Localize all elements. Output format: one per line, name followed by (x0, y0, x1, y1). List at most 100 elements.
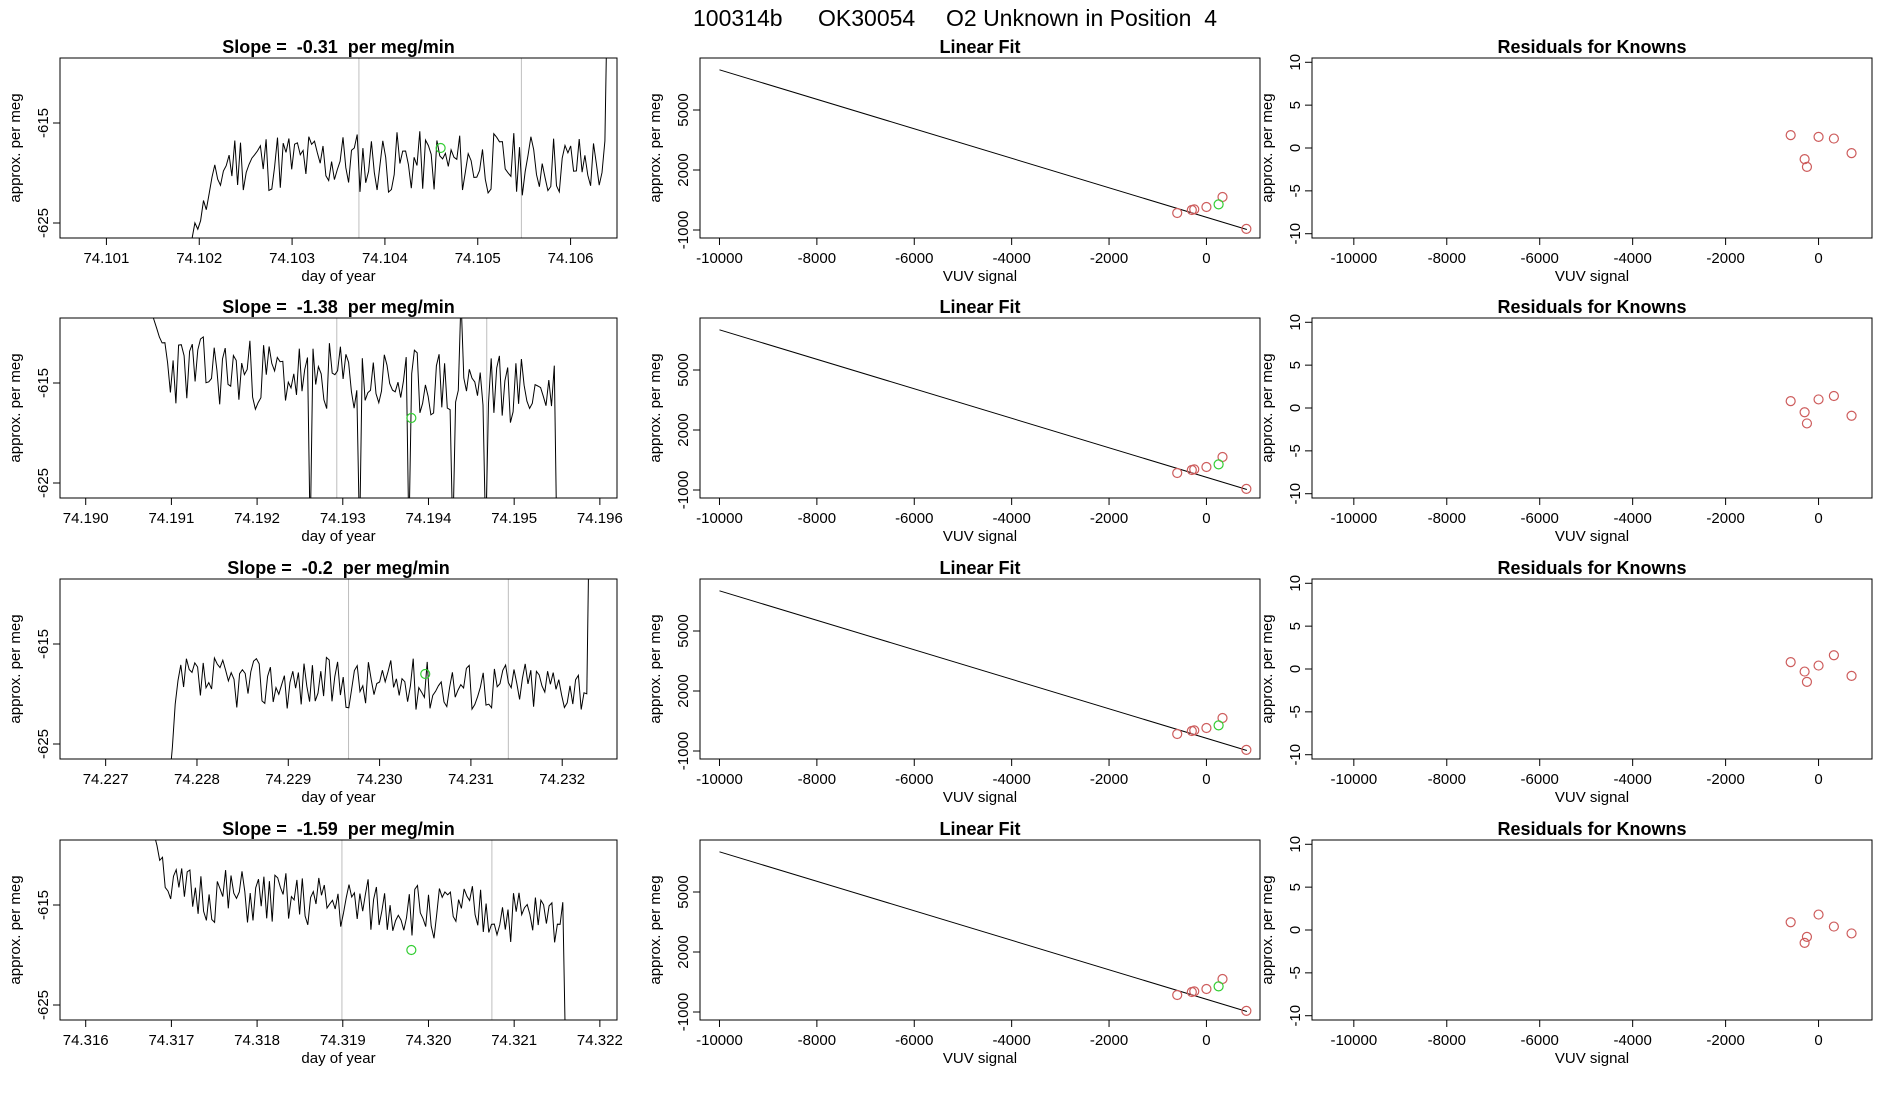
y-tick-label: 5 (1287, 883, 1304, 891)
y-axis-label: approx. per meg (647, 614, 664, 723)
data-trace (191, 58, 607, 238)
x-axis-label: day of year (301, 528, 375, 545)
x-tick-label: 0 (1202, 771, 1210, 788)
data-trace (155, 840, 566, 1020)
y-tick-label: 2000 (675, 153, 692, 186)
y-tick-label: -615 (35, 368, 52, 398)
x-tick-label: 74.101 (83, 250, 129, 267)
known-point (1801, 418, 1813, 429)
chart-panel-res-4: -10000 -8000 -6000 -4000 -2000 0 -10 -5 0 5 10 Resi… (1259, 819, 1873, 1067)
y-tick-label: 0 (1287, 404, 1304, 412)
known-point (1201, 461, 1212, 473)
known-point (1189, 464, 1200, 475)
x-axis-label: VUV signal (1555, 1050, 1629, 1067)
known-point (1813, 394, 1824, 405)
known-point (1189, 725, 1200, 736)
x-tick-label: 74.317 (148, 1032, 194, 1049)
plot-area (155, 840, 566, 1020)
x-tick-label: 74.319 (320, 1032, 366, 1049)
x-tick-label: -10000 (696, 771, 743, 788)
x-tick-label: -6000 (895, 510, 933, 527)
y-axis-label: approx. per meg (7, 93, 24, 202)
x-tick-label: -10000 (696, 1032, 743, 1049)
y-tick-label: -625 (35, 208, 52, 238)
x-tick-label: -8000 (1428, 250, 1466, 267)
x-axis-label: day of year (301, 789, 375, 806)
plot-area (1785, 390, 1857, 429)
plot-frame (59, 839, 618, 1021)
x-tick-label: 74.191 (148, 510, 194, 527)
y-tick-label: -615 (35, 108, 52, 138)
x-tick-label: 0 (1202, 1032, 1210, 1049)
x-tick-label: -6000 (895, 771, 933, 788)
unknown-point (1213, 981, 1224, 992)
known-point (1813, 131, 1824, 142)
x-tick-label: -4000 (992, 1032, 1030, 1049)
fit-line (719, 590, 1247, 751)
plot-area (170, 579, 589, 759)
plot-frame (1311, 317, 1873, 499)
plot-frame (699, 578, 1261, 760)
panel-title: Residuals for Knowns (1497, 297, 1686, 317)
known-point (1785, 130, 1796, 141)
x-tick-label: 74.190 (63, 510, 109, 527)
known-point (1813, 660, 1824, 671)
chart-panel-res-1: -10000 -8000 -6000 -4000 -2000 0 -10 -5 0 5 10 Resi… (1259, 37, 1873, 285)
y-tick-label: 5000 (675, 353, 692, 386)
y-tick-label: 10 (1287, 54, 1304, 71)
panel-title: Slope = -1.59 per meg/min (222, 819, 455, 839)
y-tick-label: -10 (1287, 744, 1304, 766)
y-tick-label: -1000 (675, 471, 692, 509)
plot-area (191, 58, 607, 238)
panel-title: Linear Fit (939, 558, 1020, 578)
y-axis-label: approx. per meg (1259, 93, 1276, 202)
plot-area (719, 851, 1252, 1017)
x-tick-label: -2000 (1706, 771, 1744, 788)
chart-panel-ts-3: 74.227 74.228 74.229 74.230 74.231 74.232 -615… (7, 558, 618, 806)
x-axis-label: VUV signal (943, 268, 1017, 285)
known-point (1201, 722, 1212, 734)
chart-panel-fit-3: -10000 -8000 -6000 -4000 -2000 0 -1000 2000 5000… (647, 558, 1261, 806)
x-tick-label: 74.105 (455, 250, 501, 267)
x-tick-label: 0 (1202, 250, 1210, 267)
x-tick-label: 0 (1814, 510, 1822, 527)
plot-area (1785, 650, 1857, 687)
x-tick-label: -10000 (696, 250, 743, 267)
known-point (1846, 670, 1857, 681)
y-tick-label: 5 (1287, 361, 1304, 369)
known-point (1799, 666, 1810, 677)
x-tick-label: 74.193 (320, 510, 366, 527)
plot-frame (1311, 578, 1873, 760)
panel-title: Slope = -0.31 per meg/min (222, 37, 455, 57)
known-point (1799, 937, 1810, 948)
known-point (1172, 467, 1183, 479)
y-tick-label: -5 (1287, 184, 1304, 197)
known-point (1241, 1005, 1252, 1017)
panel-title: Slope = -1.38 per meg/min (222, 297, 455, 317)
fit-line (719, 69, 1247, 230)
x-tick-label: -8000 (1428, 510, 1466, 527)
y-tick-label: 5000 (675, 614, 692, 647)
unknown-point (420, 668, 431, 680)
plot-frame (699, 57, 1261, 239)
x-tick-label: 74.102 (176, 250, 222, 267)
x-tick-label: 74.321 (491, 1032, 537, 1049)
x-tick-label: -2000 (1706, 510, 1744, 527)
known-point (1828, 390, 1839, 402)
known-point (1201, 201, 1212, 213)
x-tick-label: -2000 (1706, 250, 1744, 267)
plot-frame (59, 317, 618, 499)
x-tick-label: 0 (1814, 250, 1822, 267)
known-point (1846, 148, 1857, 159)
panel-title: Linear Fit (939, 37, 1020, 57)
x-axis-label: VUV signal (1555, 268, 1629, 285)
known-point (1785, 657, 1796, 668)
y-tick-label: -10 (1287, 1005, 1304, 1027)
y-tick-label: -5 (1287, 444, 1304, 457)
y-tick-label: 2000 (675, 413, 692, 446)
known-point (1799, 154, 1810, 165)
x-tick-label: -2000 (1090, 510, 1128, 527)
y-tick-label: -10 (1287, 223, 1304, 245)
known-point (1189, 204, 1200, 215)
y-axis-label: approx. per meg (7, 875, 24, 984)
